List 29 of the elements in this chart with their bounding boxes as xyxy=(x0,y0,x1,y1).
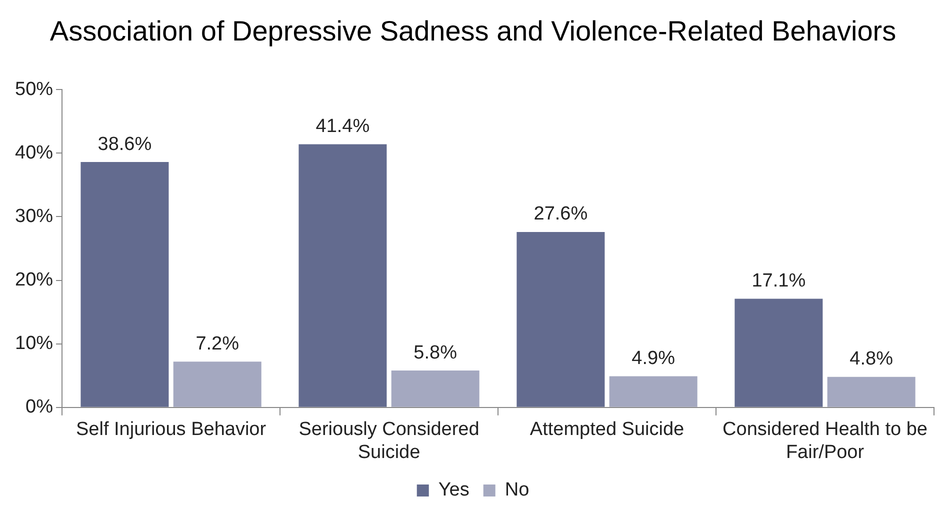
chart-title: Association of Depressive Sadness and Violence-Related Behaviors xyxy=(50,16,896,47)
y-tick-label: 0% xyxy=(26,396,54,418)
bar xyxy=(391,370,480,407)
legend-label: Yes xyxy=(438,480,470,501)
bar xyxy=(516,232,605,407)
text: 27.6% xyxy=(534,204,588,225)
text: 4.8% xyxy=(850,348,893,370)
text: 41.4% xyxy=(316,116,370,137)
text: 17.1% xyxy=(752,270,806,292)
y-tick-label: 40% xyxy=(14,142,54,164)
y-tick-label: 30% xyxy=(14,206,54,227)
bar xyxy=(734,298,823,407)
text: 38.6% xyxy=(98,134,152,155)
x-tick-label: Attempted Suicide xyxy=(530,419,684,440)
x-tick-label: Considered Health to be Fair/Poor xyxy=(722,419,928,463)
y-tick-label: 20% xyxy=(14,270,54,291)
bar xyxy=(173,362,262,407)
legend-label: No xyxy=(504,480,530,501)
y-tick-label: 50% xyxy=(14,78,54,100)
x-tick-label: Self Injurious Behavior xyxy=(76,419,267,440)
text: 7.2% xyxy=(196,333,240,354)
bar xyxy=(298,144,387,407)
y-tick-label: 10% xyxy=(14,333,54,354)
text: 5.8% xyxy=(414,342,457,364)
text: 4.9% xyxy=(632,348,675,369)
bar xyxy=(827,376,916,407)
bar xyxy=(609,376,698,407)
x-tick-label: Seriously Considered Suicide xyxy=(298,419,480,463)
bar xyxy=(80,162,169,407)
